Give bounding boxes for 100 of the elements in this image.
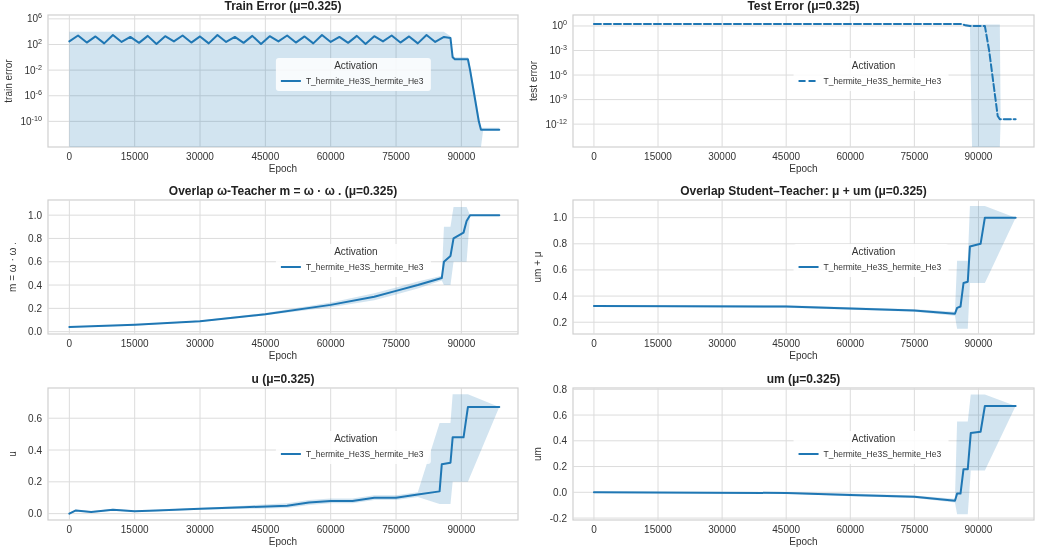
x-tick-label: 45000: [251, 151, 280, 162]
x-tick-label: 60000: [836, 524, 865, 535]
x-tick-label: 90000: [964, 524, 993, 535]
x-tick-label: 75000: [382, 338, 411, 349]
x-tick-label: 75000: [900, 151, 929, 162]
legend-label: T_hermite_He3S_hermite_He3: [823, 449, 942, 459]
x-tick-label: 0: [66, 151, 73, 162]
y-tick-label: 0.0: [28, 508, 43, 520]
x-tick-label: 90000: [964, 151, 993, 162]
x-axis-title: Epoch: [789, 350, 818, 361]
x-tick-label: 15000: [644, 338, 673, 349]
y-tick-label: 0.2: [553, 316, 568, 328]
chart-title: Overlap ω-Teacher m = ω · ω . (μ=0.325): [168, 184, 398, 198]
x-tick-label: 0: [591, 524, 598, 535]
y-tick-label: 10$^{-12}$: [545, 116, 567, 130]
x-tick-label: 60000: [316, 338, 346, 349]
y-tick-label: 0.2: [553, 461, 568, 473]
legend-title: Activation: [334, 246, 378, 257]
x-tick-label: 75000: [900, 524, 929, 535]
legend-label: T_hermite_He3S_hermite_He3: [823, 76, 942, 86]
y-tick-label: 1.0: [28, 209, 43, 221]
x-tick-label: 15000: [644, 524, 673, 535]
y-axis-title: u: [7, 451, 18, 457]
x-tick-label: 45000: [772, 524, 801, 535]
x-tick-label: 75000: [382, 151, 411, 162]
legend-label: T_hermite_He3S_hermite_He3: [305, 262, 424, 272]
y-tick-label: 10$^{-6}$: [24, 87, 42, 102]
y-axis-title: um: [532, 447, 543, 461]
y-axis-title: um + μ: [532, 251, 543, 283]
x-tick-label: 15000: [644, 151, 673, 162]
x-tick-label: 0: [66, 338, 73, 349]
x-axis-title: Epoch: [268, 350, 298, 361]
legend-title: Activation: [851, 246, 896, 257]
chart-title: Overlap Student–Teacher: μ + um (μ=0.325): [680, 184, 927, 198]
y-tick-label: 0.6: [553, 264, 568, 276]
x-tick-label: 60000: [836, 151, 865, 162]
x-axis-title: Epoch: [268, 163, 298, 174]
x-axis-title: Epoch: [789, 536, 818, 547]
x-tick-label: 0: [591, 338, 598, 349]
x-tick-label: 0: [591, 151, 598, 162]
y-tick-label: 10$^{-6}$: [549, 67, 567, 81]
line-series: [592, 405, 1017, 502]
y-tick-label: 10$^{6}$: [26, 10, 42, 25]
legend-label: T_hermite_He3S_hermite_He3: [305, 449, 424, 459]
y-tick-label: 0.2: [28, 476, 43, 488]
y-tick-label: 0.6: [28, 412, 43, 424]
x-tick-label: 45000: [251, 338, 280, 349]
x-tick-label: 30000: [186, 524, 215, 535]
y-tick-label: 10$^{-9}$: [549, 91, 567, 106]
x-tick-label: 15000: [120, 524, 150, 535]
y-axis-title: test error: [528, 60, 539, 102]
chart-title: Train Error (μ=0.325): [224, 0, 342, 13]
x-tick-label: 75000: [382, 524, 411, 535]
y-tick-label: 0.0: [553, 486, 568, 498]
x-tick-label: 30000: [708, 524, 737, 535]
x-tick-label: 30000: [708, 338, 737, 349]
line-series: [592, 216, 1017, 315]
x-tick-label: 15000: [120, 151, 150, 162]
chart-title: u (μ=0.325): [251, 372, 315, 386]
x-tick-label: 90000: [447, 524, 476, 535]
y-tick-label: 0.4: [553, 435, 568, 447]
x-tick-label: 30000: [186, 151, 215, 162]
x-tick-label: 60000: [836, 338, 865, 349]
y-axis-title: train error: [3, 58, 14, 103]
x-tick-label: 90000: [964, 338, 993, 349]
y-tick-label: 0.6: [28, 256, 43, 268]
x-tick-label: 90000: [447, 151, 476, 162]
y-tick-label: 0.0: [28, 326, 43, 338]
y-tick-label: 0.2: [28, 302, 43, 314]
x-tick-label: 60000: [316, 151, 346, 162]
y-tick-label: 0.8: [553, 383, 568, 395]
y-tick-label: 0.6: [553, 409, 568, 421]
legend-title: Activation: [851, 433, 896, 444]
y-tick-label: 10$^{-10}$: [20, 113, 42, 127]
x-tick-label: 45000: [251, 524, 280, 535]
legend-title: Activation: [334, 60, 378, 71]
y-tick-label: 10$^{0}$: [551, 17, 567, 32]
x-tick-label: 45000: [772, 338, 801, 349]
legend-title: Activation: [851, 60, 896, 71]
y-tick-label: 1.0: [553, 212, 568, 224]
y-tick-label: 0.4: [28, 444, 43, 456]
x-tick-label: 60000: [316, 524, 346, 535]
x-tick-label: 90000: [447, 338, 476, 349]
legend-label: T_hermite_He3S_hermite_He3: [305, 76, 424, 86]
line-series: [68, 34, 501, 131]
x-tick-label: 0: [66, 524, 73, 535]
x-tick-label: 30000: [708, 151, 737, 162]
x-axis-title: Epoch: [789, 163, 818, 174]
chart-title: um (μ=0.325): [766, 372, 841, 386]
y-tick-label: 10$^{2}$: [26, 36, 42, 50]
y-tick-label: 0.4: [553, 290, 568, 302]
line-series: [592, 22, 1017, 121]
y-tick-label: 10$^{-2}$: [24, 62, 42, 76]
x-tick-label: 45000: [772, 151, 801, 162]
y-tick-label: 0.8: [28, 232, 43, 244]
y-axis-title: m = ω · ω .: [7, 242, 18, 292]
x-tick-label: 30000: [186, 338, 215, 349]
x-tick-label: 75000: [900, 338, 929, 349]
y-tick-label: 0.8: [553, 238, 568, 250]
y-tick-label: 0.4: [28, 279, 43, 291]
